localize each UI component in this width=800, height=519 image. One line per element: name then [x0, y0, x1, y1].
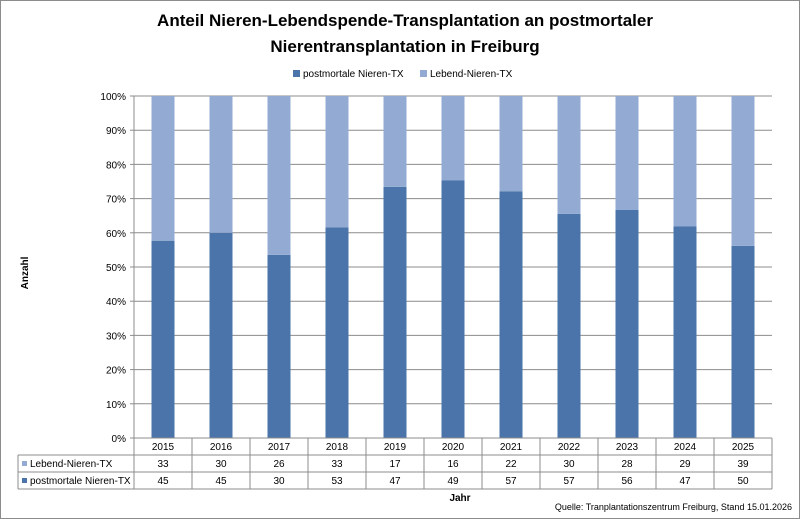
y-axis-title: Anzahl	[20, 256, 31, 289]
bar-postmortal-2022	[557, 213, 581, 438]
x-tick-label: 2017	[268, 442, 291, 453]
bar-lebend-2016	[209, 96, 233, 233]
bar-postmortal-2015	[151, 240, 175, 438]
bar-postmortal-2025	[731, 245, 755, 438]
bar-lebend-2022	[557, 96, 581, 214]
bar-lebend-2023	[615, 96, 639, 210]
table-value: 26	[273, 459, 285, 470]
table-value: 17	[389, 459, 401, 470]
bar-lebend-2019	[383, 96, 407, 187]
x-tick-label: 2021	[500, 442, 523, 453]
x-tick-label: 2015	[152, 442, 175, 453]
y-tick-label: 60%	[106, 229, 126, 240]
y-tick-label: 80%	[106, 160, 126, 171]
bar-lebend-2017	[267, 96, 291, 255]
table-value: 45	[215, 476, 227, 487]
legend: postmortale Nieren-TX Lebend-Nieren-TX	[293, 69, 513, 80]
x-tick-label: 2022	[558, 442, 581, 453]
table-value: 30	[563, 459, 575, 470]
x-tick-label: 2016	[210, 442, 233, 453]
y-tick-label: 50%	[106, 263, 126, 274]
table-value: 30	[273, 476, 285, 487]
x-tick-label: 2018	[326, 442, 349, 453]
y-tick-label: 40%	[106, 297, 126, 308]
legend-swatch-lebend	[420, 70, 427, 77]
bar-postmortal-2017	[267, 254, 291, 438]
table-value: 28	[621, 459, 633, 470]
table-value: 30	[215, 459, 227, 470]
y-tick-label: 90%	[106, 126, 126, 137]
x-tick-label: 2020	[442, 442, 465, 453]
table-value: 45	[157, 476, 169, 487]
table-value: 16	[447, 459, 459, 470]
legend-swatch-postmortal	[293, 70, 300, 77]
y-tick-label: 20%	[106, 366, 126, 377]
bar-lebend-2018	[325, 96, 349, 228]
table-value: 47	[389, 476, 401, 487]
legend-label-lebend: Lebend-Nieren-TX	[430, 69, 513, 80]
bar-postmortal-2019	[383, 186, 407, 438]
x-tick-label: 2019	[384, 442, 407, 453]
y-tick-label: 70%	[106, 195, 126, 206]
chart-title-line-2: Nierentransplantation in Freiburg	[270, 37, 539, 56]
bar-postmortal-2020	[441, 180, 465, 438]
y-tick-label: 100%	[100, 92, 126, 103]
bar-lebend-2025	[731, 96, 755, 246]
y-tick-label: 10%	[106, 400, 126, 411]
table-value: 50	[737, 476, 749, 487]
source-note: Quelle: Tranplantationszentrum Freiburg,…	[555, 502, 792, 512]
bar-lebend-2024	[673, 96, 697, 227]
x-axis-title: Jahr	[449, 493, 470, 504]
table-value: 39	[737, 459, 749, 470]
y-tick-label: 0%	[112, 434, 127, 445]
y-tick-label: 30%	[106, 331, 126, 342]
table-value: 49	[447, 476, 459, 487]
table-legend-key	[22, 461, 27, 466]
legend-label-postmortal: postmortale Nieren-TX	[303, 69, 404, 80]
data-table: 2015 2016 2017 2018 2019 2020 2021 2022 2023 2024…	[17, 437, 773, 490]
table-value: 33	[157, 459, 169, 470]
table-value: 57	[563, 476, 575, 487]
bar-postmortal-2024	[673, 226, 697, 438]
y-axis-ticks: 0% 10% 20% 30% 40% 50% 60% 70% 80% 90% 100%	[100, 92, 134, 445]
table-value: 53	[331, 476, 343, 487]
x-tick-label: 2024	[674, 442, 697, 453]
bar-postmortal-2018	[325, 227, 349, 438]
x-tick-label: 2023	[616, 442, 639, 453]
table-row-label: postmortale Nieren-TX	[30, 476, 131, 487]
bar-lebend-2015	[151, 96, 175, 241]
table-value: 22	[505, 459, 517, 470]
bar-postmortal-2023	[615, 210, 639, 438]
table-value: 56	[621, 476, 633, 487]
bar-lebend-2020	[441, 96, 465, 181]
table-row-label: Lebend-Nieren-TX	[30, 459, 113, 470]
bar-postmortal-2021	[499, 191, 523, 438]
bars	[151, 96, 755, 438]
table-value: 47	[679, 476, 691, 487]
bar-lebend-2021	[499, 96, 523, 192]
chart-title-line-1: Anteil Nieren-Lebendspende-Transplantati…	[157, 11, 653, 30]
table-value: 29	[679, 459, 691, 470]
table-value: 33	[331, 459, 343, 470]
table-value: 57	[505, 476, 517, 487]
bar-postmortal-2016	[209, 232, 233, 438]
x-tick-label: 2025	[732, 442, 755, 453]
table-legend-key	[22, 478, 27, 483]
